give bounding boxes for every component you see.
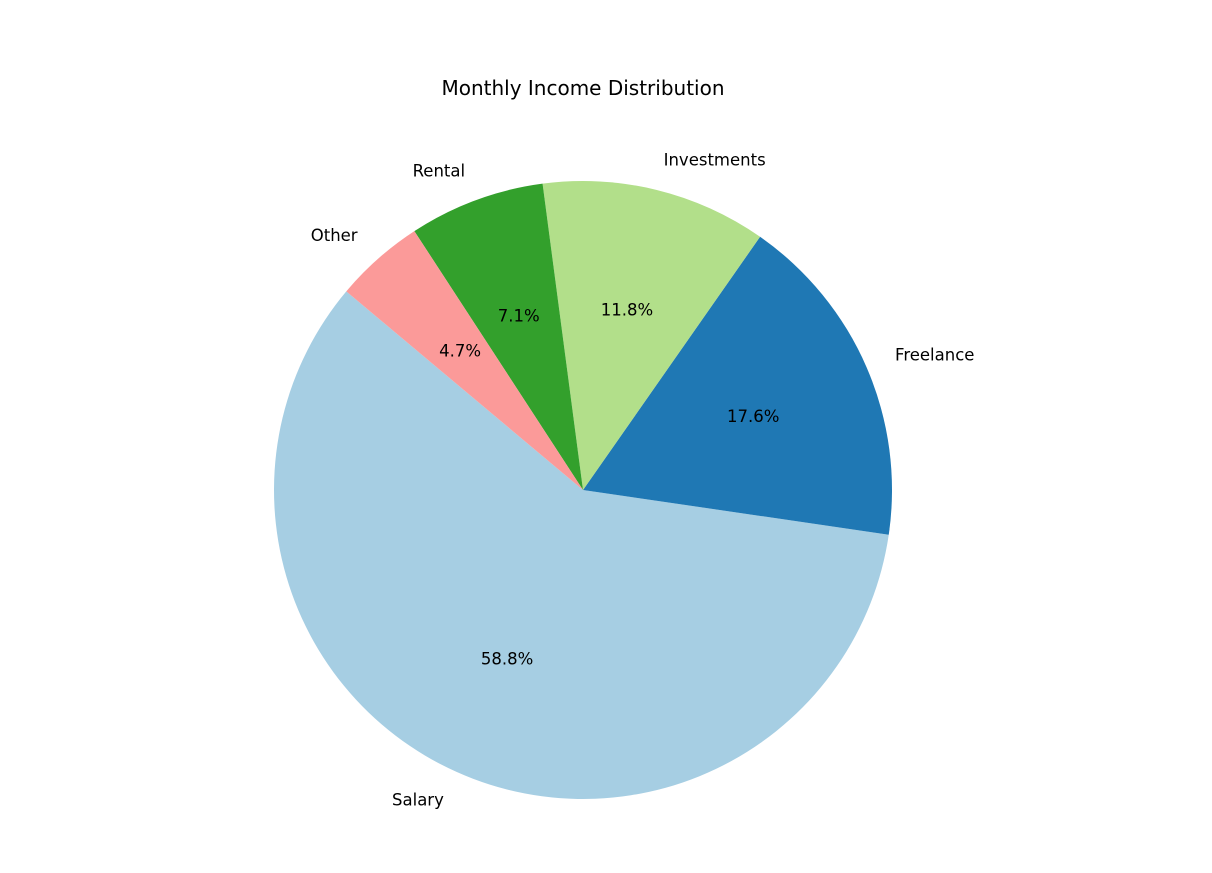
slice-percent-rental: 7.1% — [498, 307, 540, 326]
pie-slice-other — [346, 231, 583, 490]
pie-labels: Salary 58.8% Freelance 17.6% Investments 11.8… — [311, 150, 975, 809]
pie-slices — [274, 181, 893, 799]
chart-title: Monthly Income Distribution — [441, 76, 724, 100]
slice-percent-salary: 58.8% — [481, 650, 533, 669]
pie-slice-salary — [274, 291, 889, 799]
slice-label-salary: Salary — [392, 791, 444, 810]
slice-label-other: Other — [311, 226, 358, 245]
pie-slice-freelance — [583, 236, 893, 535]
slice-percent-freelance: 17.6% — [727, 407, 779, 426]
slice-label-investments: Investments — [664, 150, 766, 169]
slice-percent-other: 4.7% — [439, 342, 481, 361]
slice-label-rental: Rental — [413, 162, 466, 181]
pie-slice-investments — [542, 181, 761, 491]
slice-percent-investments: 11.8% — [601, 300, 653, 319]
slice-label-freelance: Freelance — [895, 346, 974, 365]
pie-slice-rental — [414, 183, 583, 490]
